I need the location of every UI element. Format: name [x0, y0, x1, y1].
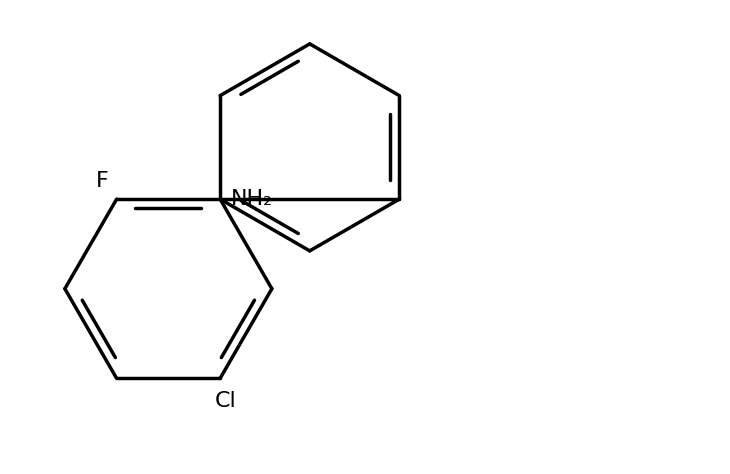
Text: Cl: Cl	[215, 391, 237, 411]
Text: F: F	[96, 171, 108, 191]
Text: NH₂: NH₂	[231, 189, 272, 209]
